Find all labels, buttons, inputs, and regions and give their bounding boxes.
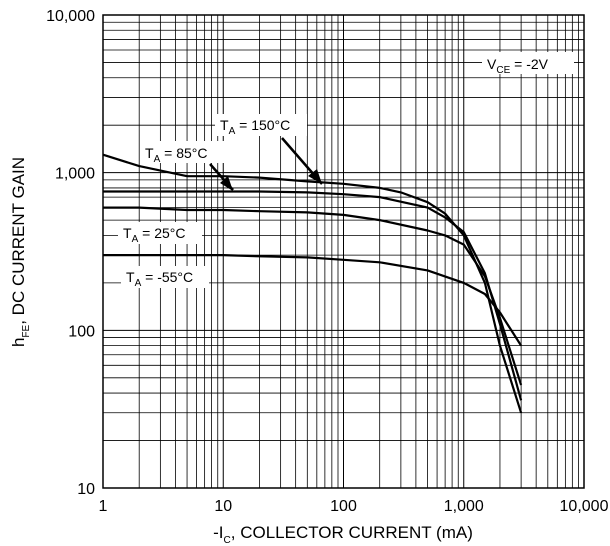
series-line-85c [103,190,523,401]
annotation-minus55c: TA = -55°C [121,266,209,289]
plot-frame [102,14,585,489]
x-tick-label: 100 [330,498,357,515]
y-axis-title: hFE, DC CURRENT GAIN [9,157,32,347]
series-line-minus55c [103,254,523,347]
series-line-25c [103,206,523,386]
arrowhead-85c [220,176,233,191]
x-axis-title: -IC, COLLECTOR CURRENT (mA) [213,523,473,546]
y-tick-label: 10,000 [46,8,95,25]
series-label-85c: TA = 85°C [145,145,207,165]
y-tick-label: 100 [68,323,95,340]
series-layer [102,153,523,414]
series-label-minus55c: TA = -55°C [126,269,193,289]
x-tick-label: 1,000 [444,498,484,515]
x-tick-label: 10 [214,498,232,515]
arrowhead-150c [308,169,322,184]
y-tick-label: 1,000 [55,166,95,183]
grid-lines [102,15,584,489]
annotation-85c: TA = 85°C [140,141,234,191]
condition-label: VCE = -2V [487,56,549,76]
condition-label-bg [482,52,574,74]
series-label-25c: TA = 25°C [123,225,185,245]
annotation-25c: TA = 25°C [118,222,202,245]
series-label-150c: TA = 150°C [220,117,290,137]
annotation-150c: TA = 150°C [215,114,323,185]
x-tick-label: 1 [99,498,108,515]
y-tick-label: 10 [77,481,95,498]
x-tick-label: 10,000 [560,498,609,515]
